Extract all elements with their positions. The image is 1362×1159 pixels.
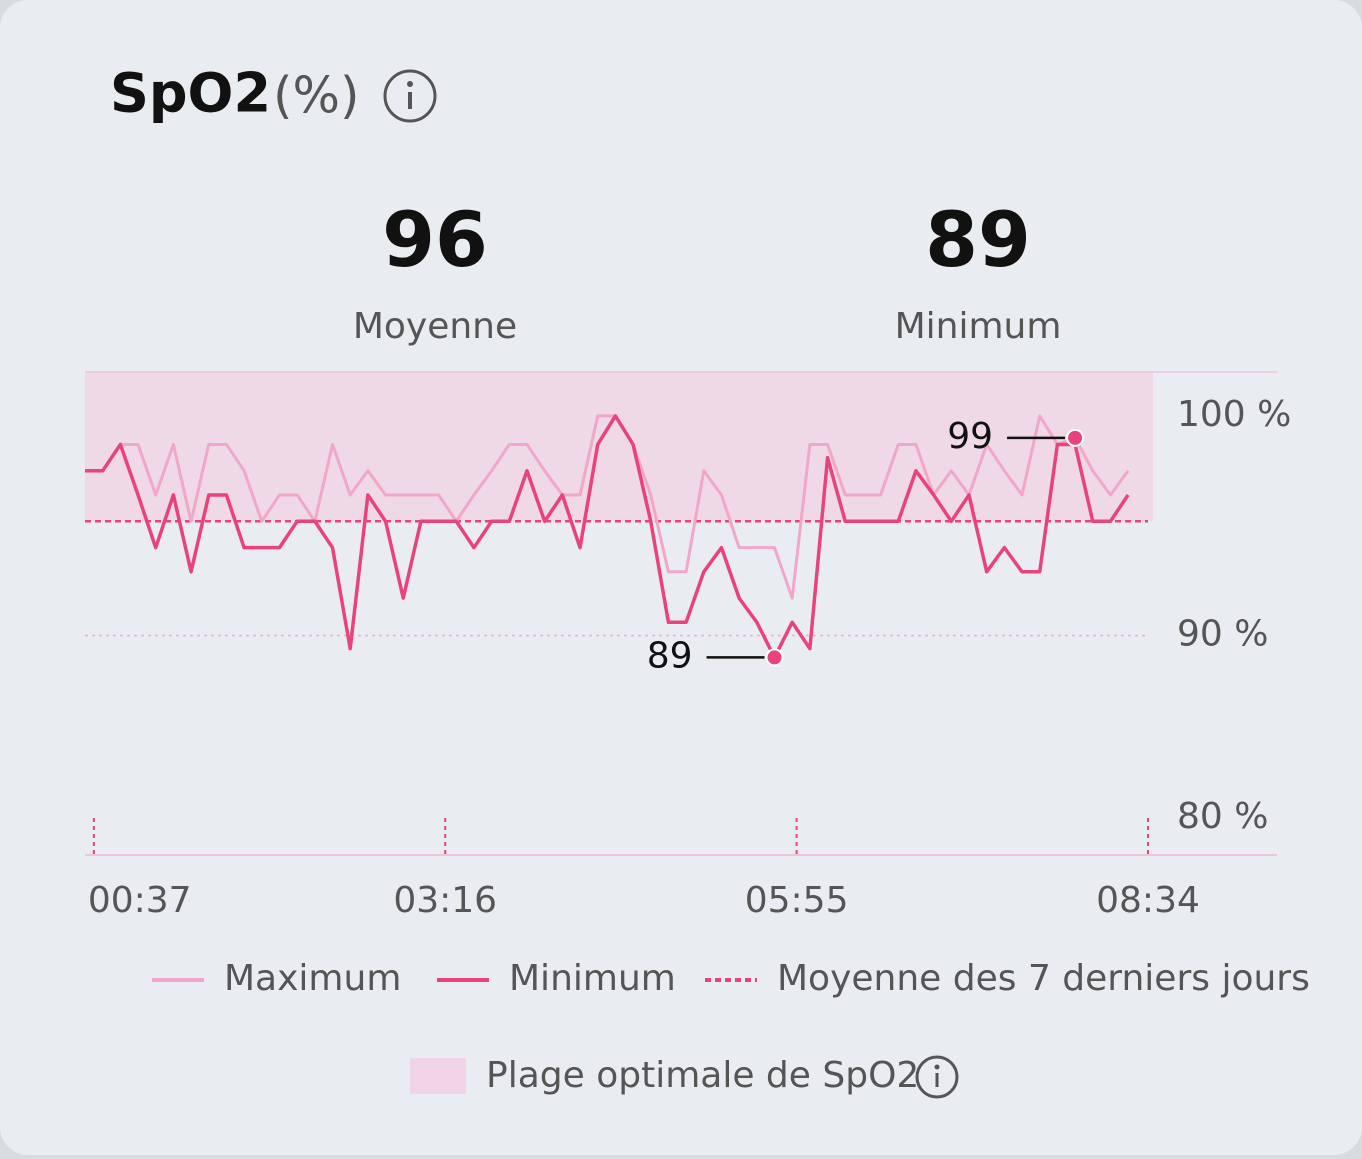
legend-label: Maximum [224, 958, 401, 999]
y-tick-label: 90 % [1177, 613, 1268, 654]
info-icon[interactable] [915, 1055, 959, 1099]
legend-swatch [410, 1058, 466, 1094]
x-tick-label: 08:34 [1096, 880, 1200, 921]
stat-value: 96 [382, 195, 488, 284]
series-line [85, 414, 1130, 660]
series-line [85, 414, 1130, 600]
annotation-marker [765, 648, 784, 667]
annotation-marker [1066, 428, 1085, 447]
stat-label: Moyenne [353, 306, 517, 347]
legend-label: Minimum [509, 958, 676, 999]
title: SpO2 [110, 62, 271, 125]
stat-value: 89 [925, 195, 1031, 284]
y-tick-label: 80 % [1177, 796, 1268, 837]
unit: (%) [273, 67, 360, 125]
x-tick-label: 03:16 [393, 880, 497, 921]
optimal-band [85, 372, 1153, 522]
stat-label: Minimum [895, 306, 1062, 347]
annotation-label: 89 [647, 635, 693, 676]
x-tick-label: 05:55 [745, 880, 849, 921]
legend-label: Moyenne des 7 derniers jours [777, 958, 1310, 999]
legend-label: Plage optimale de SpO2 [486, 1055, 919, 1096]
annotation-label: 99 [947, 416, 993, 457]
info-icon[interactable] [383, 69, 437, 123]
y-tick-label: 100 % [1177, 394, 1291, 435]
x-tick-label: 00:37 [88, 880, 192, 921]
